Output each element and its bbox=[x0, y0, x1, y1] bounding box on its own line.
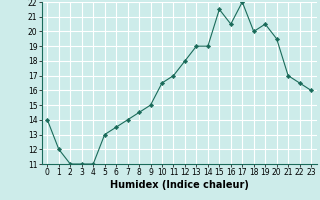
X-axis label: Humidex (Indice chaleur): Humidex (Indice chaleur) bbox=[110, 180, 249, 190]
